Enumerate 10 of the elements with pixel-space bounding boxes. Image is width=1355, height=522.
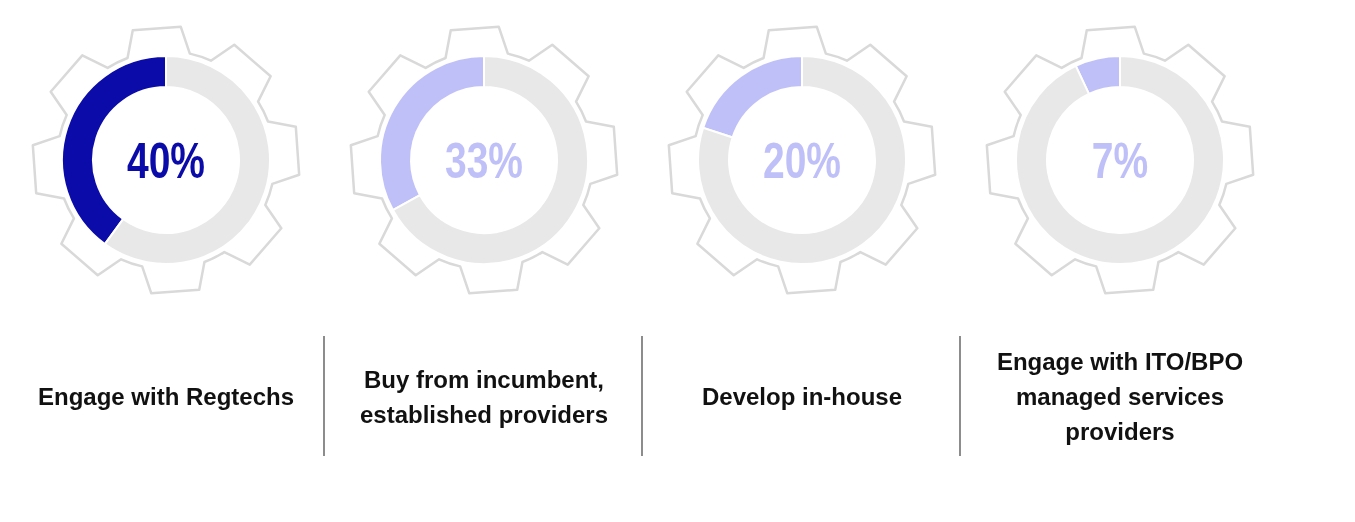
text: Buy from incumbent, established providers bbox=[359, 365, 609, 428]
text: Engage with ITO/BPO managed services providers bbox=[996, 348, 1244, 446]
text: 40% bbox=[126, 132, 206, 190]
text: 20% bbox=[762, 132, 842, 190]
text: 7% bbox=[1091, 132, 1149, 190]
donut-slice bbox=[697, 55, 907, 265]
text: 33% bbox=[444, 132, 524, 190]
text: Engage with Regtechs bbox=[37, 383, 295, 411]
donut-slice bbox=[1015, 55, 1225, 265]
text: Develop in-house bbox=[701, 383, 903, 411]
